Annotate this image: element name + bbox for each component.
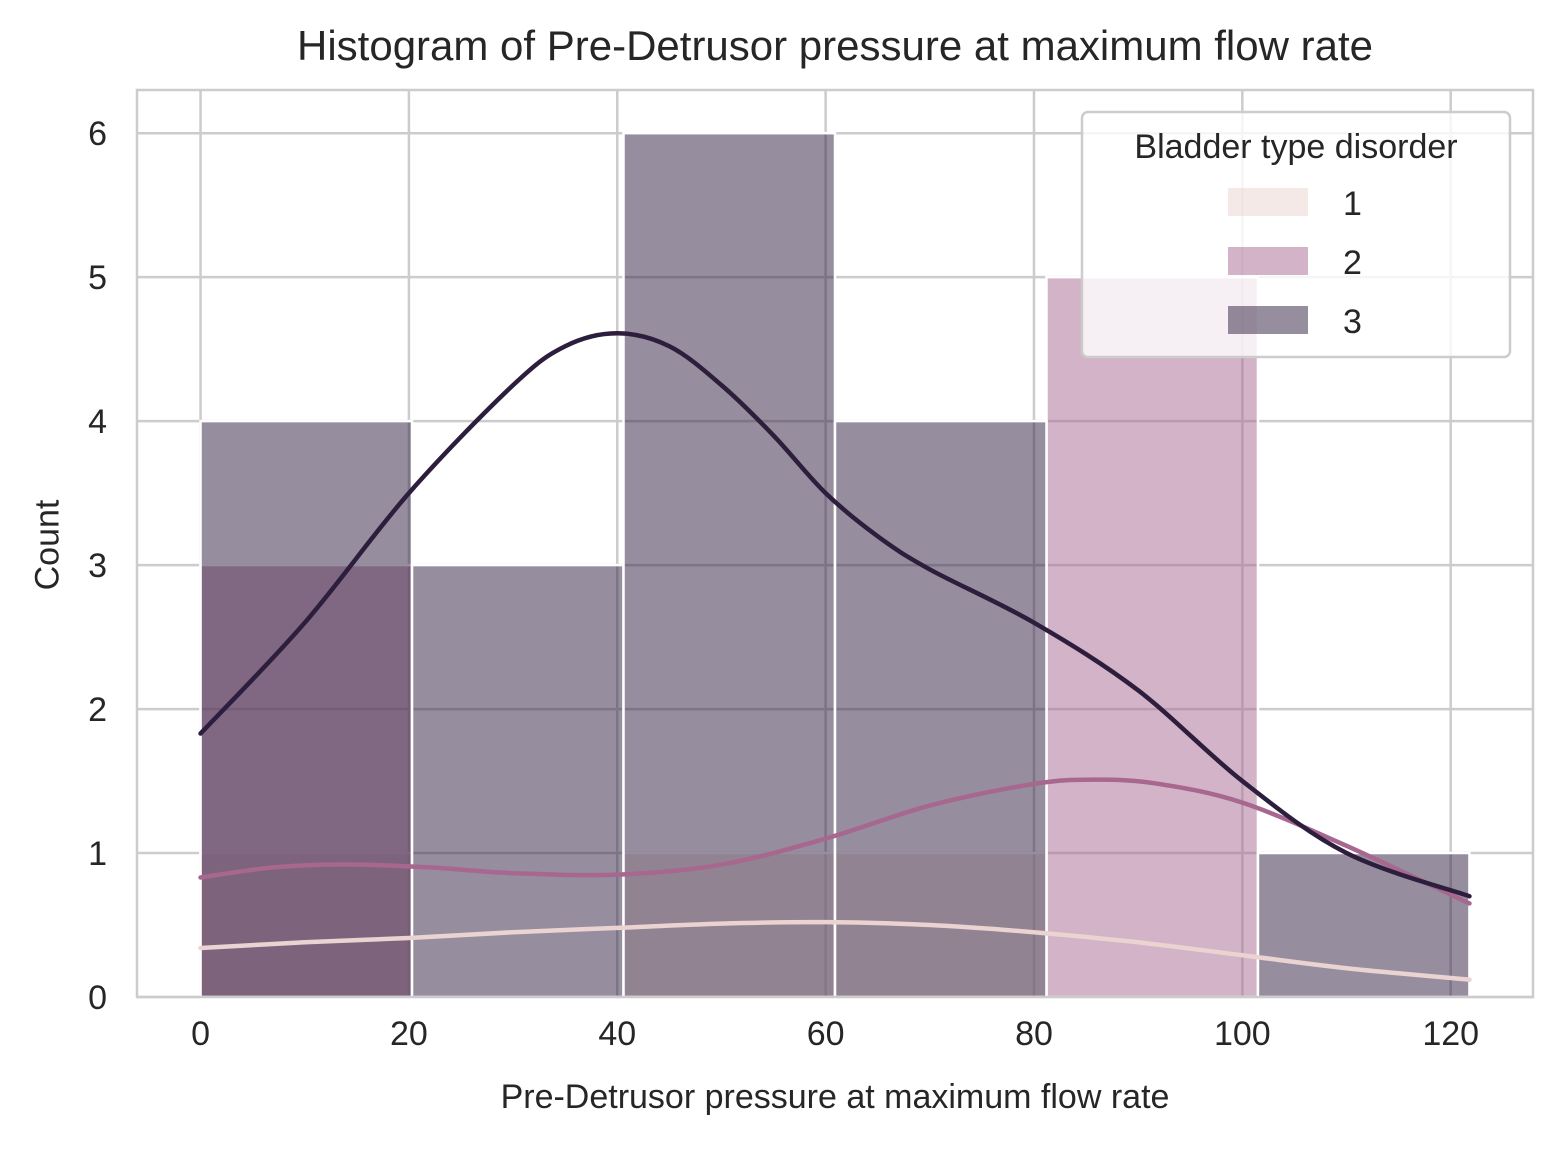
bar-series-3 [199,419,414,999]
legend-items: 1 2 3 [1228,185,1362,341]
legend-swatch-1 [1228,188,1308,216]
legend-label-2: 2 [1343,244,1362,282]
legend-title: Bladder type disorder [1134,128,1457,166]
x-tick-label: 0 [191,1015,210,1053]
x-tick-label: 100 [1214,1015,1271,1053]
y-tick-label: 4 [88,403,107,441]
y-axis-label: Count [28,499,67,591]
y-tick-label: 3 [88,547,107,585]
legend-label-3: 3 [1343,303,1362,341]
legend-box [1080,110,1512,359]
x-tick-label: 40 [598,1015,636,1053]
x-tick-label: 120 [1422,1015,1479,1053]
legend-swatch-3 [1228,306,1308,334]
y-tick-label: 1 [88,835,107,873]
bar-series-3 [833,419,1048,999]
chart-title: Histogram of Pre-Detrusor pressure at ma… [297,22,1373,69]
kde-line-series-1 [198,919,1472,982]
kde-line-series-2 [198,777,1472,906]
legend: Bladder type disorder 1 2 3 [1080,110,1512,359]
kde-curves [198,331,1472,982]
plot-frame [135,88,1535,999]
y-tick-label: 5 [88,259,107,297]
x-axis-label: Pre-Detrusor pressure at maximum flow ra… [500,1078,1170,1116]
x-tick-label: 80 [1015,1015,1053,1053]
y-tick-label: 6 [88,115,107,153]
y-tick-label: 2 [88,691,107,729]
bar-series-3 [622,131,837,999]
x-tick-label: 20 [390,1015,428,1053]
kde-line-series-3 [198,331,1472,899]
x-tick-label: 60 [807,1015,845,1053]
tick-labels: 0 20 40 60 80 100 120 0 1 2 3 4 5 6 [88,115,1479,1053]
bar-series-3 [410,563,625,999]
legend-label-1: 1 [1343,185,1362,223]
y-tick-label: 0 [88,979,107,1017]
legend-swatch-2 [1228,247,1308,275]
bar-series-2 [1045,275,1260,999]
